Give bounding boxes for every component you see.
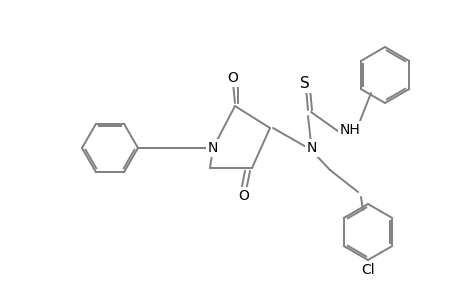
Text: N: N [306,141,317,155]
Text: N: N [207,141,218,155]
Text: O: O [238,189,249,203]
Text: Cl: Cl [360,263,374,277]
Text: NH: NH [339,123,359,137]
Text: O: O [227,71,238,85]
Text: S: S [299,76,309,91]
